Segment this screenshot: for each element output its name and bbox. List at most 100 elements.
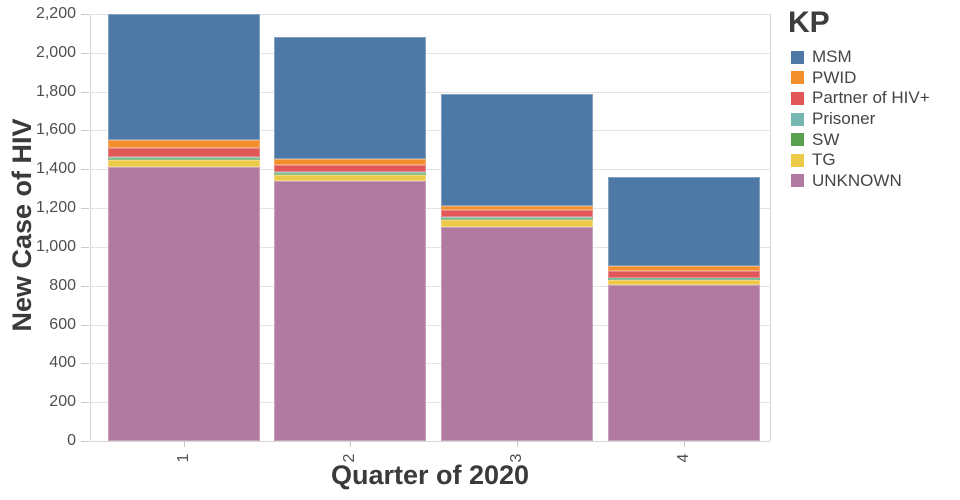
y-tick-mark (81, 441, 89, 442)
y-tick-mark (81, 91, 89, 93)
bar-segment-tg-q4 (608, 279, 760, 285)
bar-segment-tg-q2 (274, 174, 426, 181)
legend-item-label: UNKNOWN (812, 170, 902, 190)
legend-swatch-icon (791, 91, 804, 105)
x-tick-mark (184, 441, 185, 447)
y-gridline (90, 169, 770, 171)
y-gridline (90, 324, 770, 326)
y-tick-label: 2,000 (35, 43, 76, 61)
y-tick-label: 1,400 (35, 160, 76, 178)
bar-segment-tg-q3 (441, 219, 593, 227)
y-tick-label: 1,000 (35, 237, 76, 255)
legend-item-partner-of-hiv-: Partner of HIV+ (788, 88, 958, 109)
legend-item-unknown: UNKNOWN (788, 171, 958, 192)
y-gridline (90, 91, 770, 93)
x-tick-mark (350, 441, 351, 447)
legend-item-prisoner: Prisoner (788, 109, 958, 130)
legend-item-msm: MSM (788, 47, 958, 68)
legend-item-tg: TG (788, 150, 958, 171)
bar-segment-unknown-q1 (108, 167, 260, 441)
legend-item-pwid: PWID (788, 68, 958, 89)
x-axis-line (90, 441, 770, 442)
legend-items: MSM PWID Partner of HIV+ Prisoner SW TG UNKNOW… (788, 47, 958, 191)
y-gridline (90, 402, 770, 404)
y-gridline (90, 363, 770, 365)
bar-segment-unknown-q3 (441, 226, 593, 441)
bar-segment-sw-q2 (274, 172, 426, 175)
bar-quarter-4 (608, 177, 760, 441)
bar-segment-pwid-q1 (108, 140, 260, 149)
y-tick-label: 1,600 (35, 121, 76, 139)
legend-item-label: PWID (812, 67, 857, 87)
y-gridline (90, 14, 770, 15)
bar-segment-unknown-q2 (274, 180, 426, 441)
legend-item-label: Partner of HIV+ (812, 88, 930, 108)
bar-segment-sw-q1 (108, 157, 260, 160)
bar-segment-msm-q1 (108, 14, 260, 141)
y-axis-title: New Case of HIV (7, 118, 37, 332)
y-tick-label: 400 (49, 354, 76, 372)
y-tick-mark (81, 324, 89, 326)
bar-quarter-2 (274, 37, 426, 441)
y-gridline (90, 130, 770, 132)
x-tick-mark (684, 441, 685, 447)
y-gridline (90, 285, 770, 287)
bar-quarter-3 (441, 93, 593, 441)
y-gridline (90, 208, 770, 210)
bar-segment-unknown-q4 (608, 284, 760, 441)
x-tick-mark (517, 441, 518, 447)
y-tick-mark (81, 285, 89, 287)
bar-segment-prisoner-q2 (274, 172, 426, 173)
y-axis-line (90, 14, 91, 441)
bar-segment-pwid-q3 (441, 206, 593, 211)
legend: KP MSM PWID Partner of HIV+ Prisoner SW TG UNK… (788, 6, 958, 191)
legend-item-sw: SW (788, 129, 958, 150)
bar-segment-prisoner-q1 (108, 157, 260, 158)
y-tick-label: 0 (67, 432, 76, 449)
y-tick-mark (81, 208, 89, 210)
y-tick-label: 1,800 (35, 82, 76, 100)
legend-item-label: SW (812, 129, 840, 149)
bar-segment-prisoner-q4 (608, 277, 760, 279)
y-tick-label: 800 (49, 276, 76, 294)
y-tick-mark (81, 14, 89, 15)
y-gridline (90, 52, 770, 54)
legend-swatch-icon (791, 71, 804, 85)
y-tick-label: 200 (49, 393, 76, 411)
y-tick-mark (81, 169, 89, 171)
bar-segment-partner-of-hiv--q2 (274, 164, 426, 173)
bar-segment-msm-q4 (608, 177, 760, 267)
bar-quarter-1 (108, 14, 260, 441)
bar-segment-pwid-q4 (608, 266, 760, 271)
panel-right-edge (770, 14, 771, 441)
y-gridline (90, 246, 770, 248)
bar-segment-partner-of-hiv--q1 (108, 148, 260, 158)
bar-segment-msm-q3 (441, 93, 593, 207)
bar-segment-prisoner-q3 (441, 217, 593, 218)
bar-segment-partner-of-hiv--q3 (441, 210, 593, 218)
legend-item-label: TG (812, 150, 836, 170)
y-tick-mark (81, 402, 89, 404)
y-tick-mark (81, 246, 89, 248)
x-axis-title: Quarter of 2020 (330, 460, 530, 490)
bar-segment-sw-q4 (608, 278, 760, 280)
bar-segment-partner-of-hiv--q4 (608, 270, 760, 278)
y-tick-mark (81, 52, 89, 54)
legend-swatch-icon (791, 153, 804, 167)
legend-title: KP (788, 6, 830, 39)
legend-item-label: MSM (812, 47, 852, 67)
y-tick-label: 2,200 (35, 5, 76, 22)
y-tick-mark (81, 363, 89, 365)
legend-swatch-icon (791, 174, 804, 188)
legend-swatch-icon (791, 50, 804, 64)
bar-segment-sw-q3 (441, 218, 593, 220)
y-tick-mark (81, 130, 89, 132)
y-tick-label: 600 (49, 315, 76, 333)
bar-segment-tg-q1 (108, 159, 260, 168)
bar-segment-pwid-q2 (274, 158, 426, 165)
legend-swatch-icon (791, 112, 804, 126)
bar-segment-msm-q2 (274, 37, 426, 159)
y-tick-label: 1,200 (35, 199, 76, 217)
